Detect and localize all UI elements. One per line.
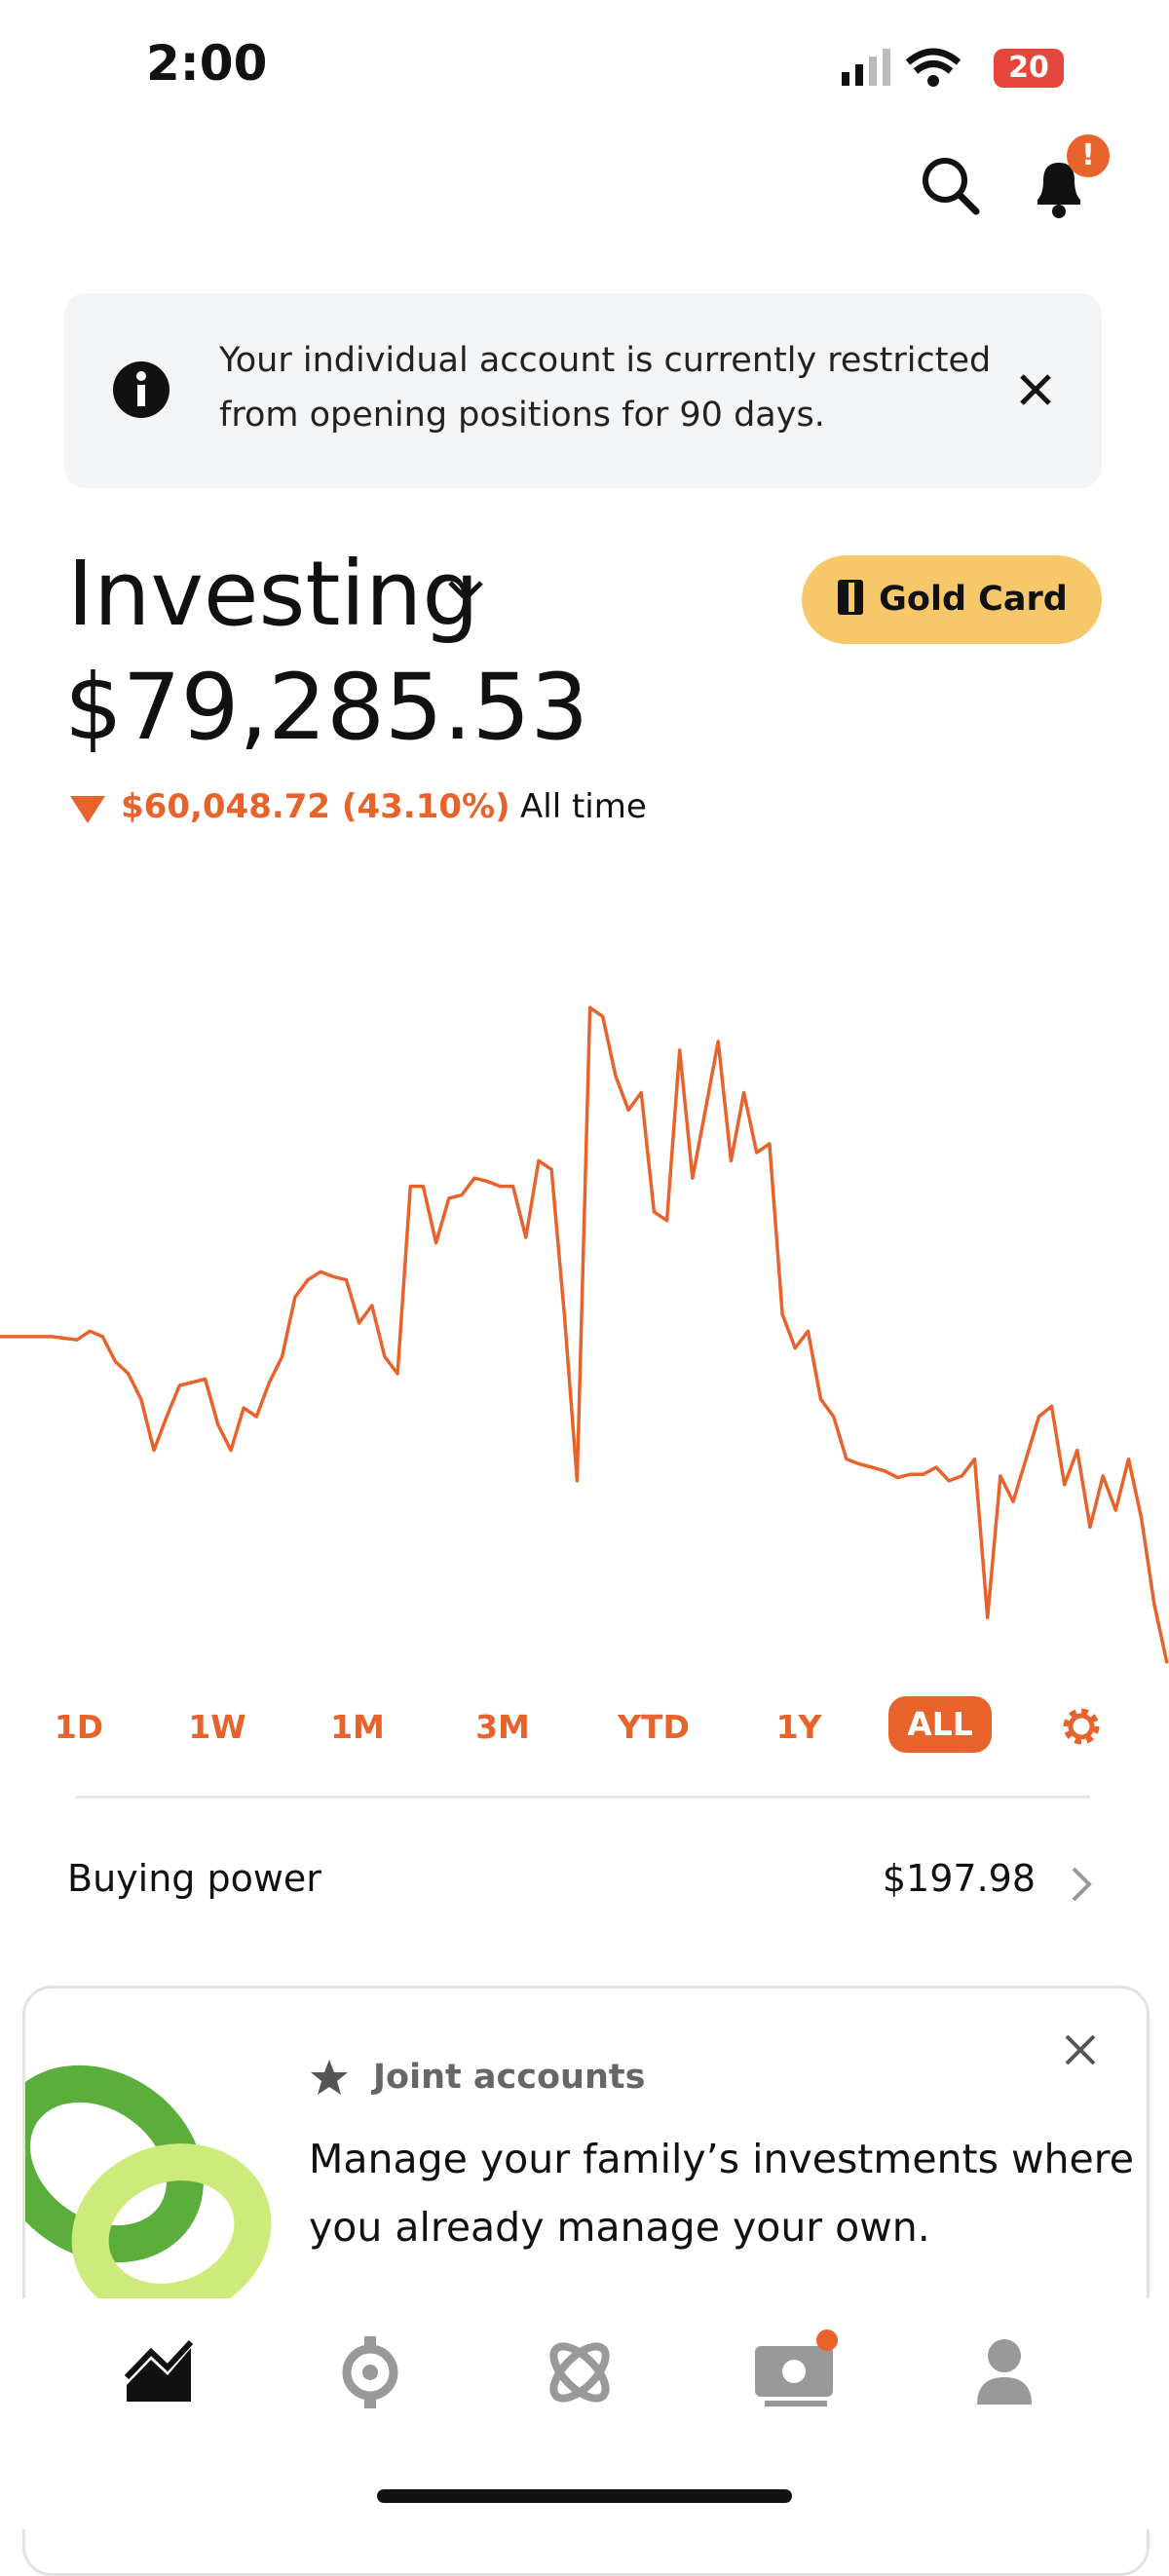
buying-power-value[interactable]: $197.98 (882, 1857, 1036, 1900)
banner-text: Your individual account is currently res… (219, 341, 992, 380)
nav-spending[interactable] (755, 2330, 838, 2406)
buying-power-label[interactable]: Buying power (67, 1857, 321, 1900)
portfolio-chart (0, 1005, 1169, 1664)
promo-text: Manage your family’s investments where (309, 2136, 1134, 2182)
star-icon (311, 2060, 348, 2095)
range-button[interactable]: 1M (330, 1708, 385, 1746)
range-button[interactable]: 1D (54, 1708, 104, 1746)
change-amount: $60,048.72 (43.10%) (121, 787, 510, 826)
nav-investing[interactable] (124, 2339, 194, 2402)
banner-text: from opening positions for 90 days. (219, 396, 825, 435)
notification-badge: ! (1067, 134, 1110, 177)
down-triangle (70, 796, 105, 823)
range-button[interactable]: 1Y (775, 1708, 822, 1746)
close-promo[interactable] (1064, 2033, 1097, 2066)
portfolio-line (0, 1005, 1169, 1664)
status-time: 2:00 (146, 35, 268, 92)
gold-card-button[interactable]: Gold Card (802, 555, 1102, 644)
search-icon[interactable] (916, 151, 984, 219)
divider (76, 1796, 1090, 1799)
bell-icon[interactable] (1028, 151, 1096, 219)
promo-tag: Joint accounts (373, 2058, 646, 2097)
status-icons (842, 48, 962, 87)
nav-crypto[interactable] (342, 2336, 398, 2408)
range-button[interactable]: 3M (475, 1708, 530, 1746)
gold-card-label: Gold Card (879, 580, 1068, 619)
rings-illustration (25, 2065, 272, 2315)
battery-level: 20 (994, 49, 1064, 88)
home-indicator (377, 2489, 792, 2503)
range-button[interactable]: YTD (618, 1708, 690, 1746)
range-button[interactable]: 1W (188, 1708, 246, 1746)
nav-account[interactable] (977, 2339, 1032, 2405)
account-title[interactable]: Investing (67, 542, 479, 646)
promo-text: you already manage your own. (309, 2204, 930, 2251)
card-icon (838, 580, 864, 615)
balance: $79,285.53 (64, 655, 589, 761)
chevron-right[interactable] (1070, 1865, 1095, 1904)
range-button[interactable]: ALL (888, 1696, 992, 1753)
nav-icons (124, 2330, 1032, 2408)
nav-network[interactable] (546, 2338, 615, 2407)
close-banner[interactable] (1018, 372, 1053, 407)
restriction-banner (64, 293, 1102, 488)
change-period: All time (520, 787, 647, 826)
info-icon (113, 361, 170, 418)
chart-settings[interactable] (1060, 1705, 1103, 1748)
account-chevron[interactable] (446, 577, 485, 606)
